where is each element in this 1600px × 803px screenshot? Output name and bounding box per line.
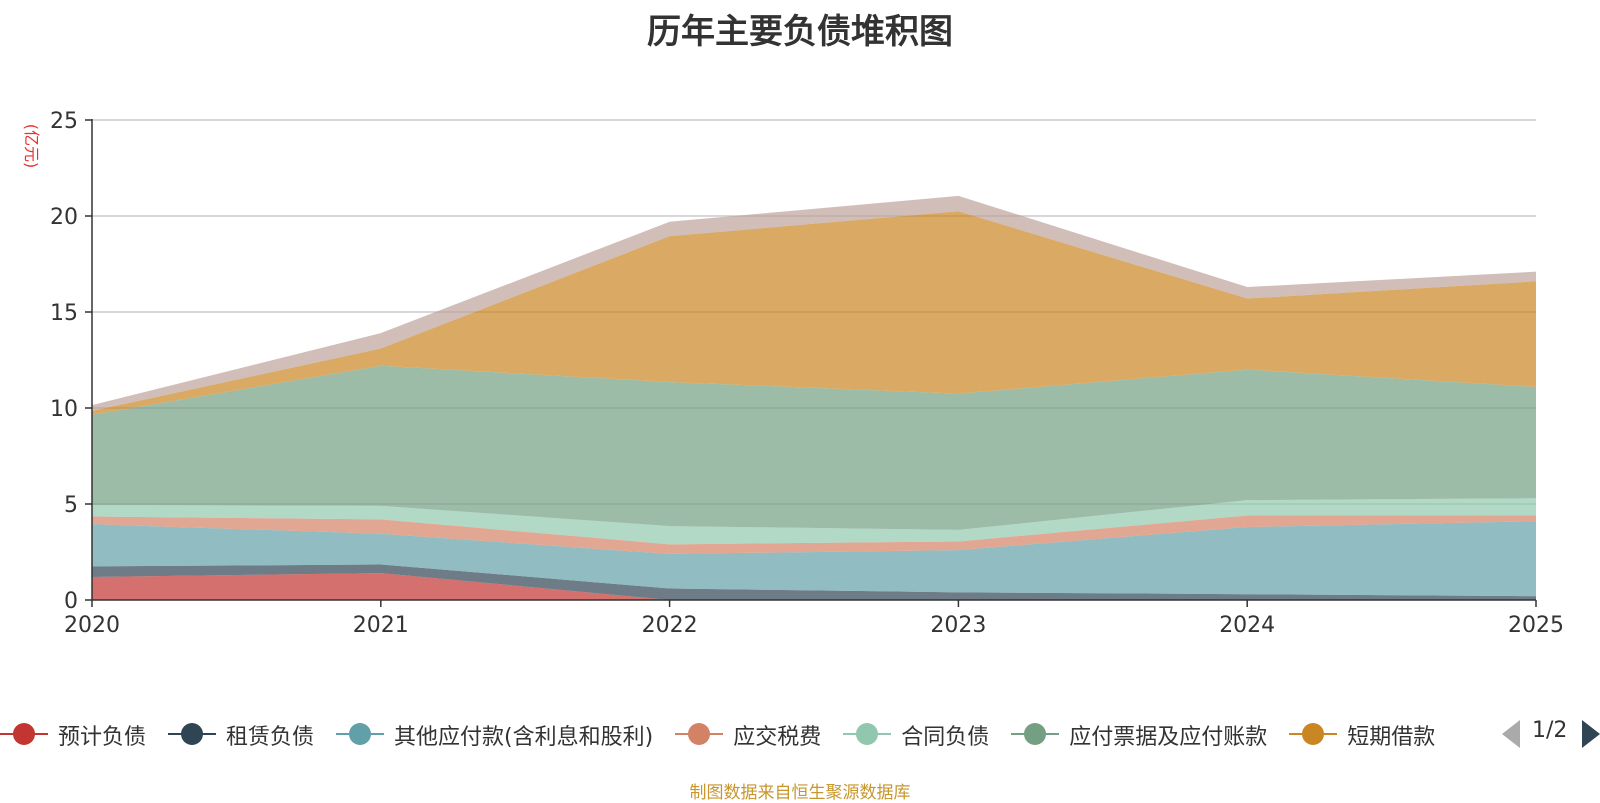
legend-next-page-icon[interactable] bbox=[1582, 720, 1600, 748]
legend-pager: 1/2 bbox=[1502, 716, 1600, 752]
chart-title: 历年主要负债堆积图 bbox=[647, 12, 953, 52]
area-series-2 bbox=[92, 521, 1536, 597]
y-tick-label: 10 bbox=[50, 397, 78, 422]
legend-dot-icon bbox=[349, 723, 372, 745]
legend-label: 预计负债 bbox=[58, 725, 147, 750]
x-tick-label: 2025 bbox=[1508, 613, 1564, 638]
legend-dot-icon bbox=[688, 723, 711, 745]
legend-label: 其他应付款(含利息和股利) bbox=[394, 725, 654, 750]
legend-dot-icon bbox=[856, 723, 879, 745]
data-source-footer: 制图数据来自恒生聚源数据库 bbox=[689, 783, 911, 803]
legend-dot-icon bbox=[1024, 723, 1047, 745]
area-series-1 bbox=[92, 564, 1536, 600]
x-tick-label: 2022 bbox=[642, 613, 698, 638]
area-series-5 bbox=[92, 365, 1536, 530]
legend-label: 短期借款 bbox=[1347, 725, 1436, 750]
legend-label: 应交税费 bbox=[733, 725, 822, 750]
y-tick-label: 20 bbox=[50, 205, 78, 230]
legend-prev-page-icon[interactable] bbox=[1502, 720, 1520, 748]
area-series-0 bbox=[92, 573, 1536, 600]
y-tick-label: 25 bbox=[50, 109, 78, 134]
legend: 预计负债 租赁负债 其他应付款(含利息和股利) 应交税费 合同负债 应付票据及应付账款 短期… bbox=[0, 716, 1480, 752]
area-series-6 bbox=[92, 211, 1536, 415]
x-tick-label: 2023 bbox=[930, 613, 986, 638]
legend-dot-icon bbox=[1302, 723, 1325, 745]
area-series-3 bbox=[92, 515, 1536, 554]
legend-page-indicator: 1/2 bbox=[1532, 718, 1568, 743]
x-tick-label: 2024 bbox=[1219, 613, 1275, 638]
area-series-4 bbox=[92, 498, 1536, 545]
y-tick-label: 15 bbox=[50, 301, 78, 326]
legend-dot-icon bbox=[13, 723, 35, 745]
legend-label: 合同负债 bbox=[901, 725, 990, 750]
x-tick-label: 2021 bbox=[353, 613, 409, 638]
y-tick-label: 5 bbox=[64, 493, 78, 518]
legend-label: 应付票据及应付账款 bbox=[1069, 725, 1268, 750]
legend-label: 租赁负债 bbox=[226, 725, 315, 750]
y-tick-label: 0 bbox=[64, 589, 78, 614]
legend-dot-icon bbox=[181, 723, 204, 745]
x-tick-label: 2020 bbox=[64, 613, 120, 638]
